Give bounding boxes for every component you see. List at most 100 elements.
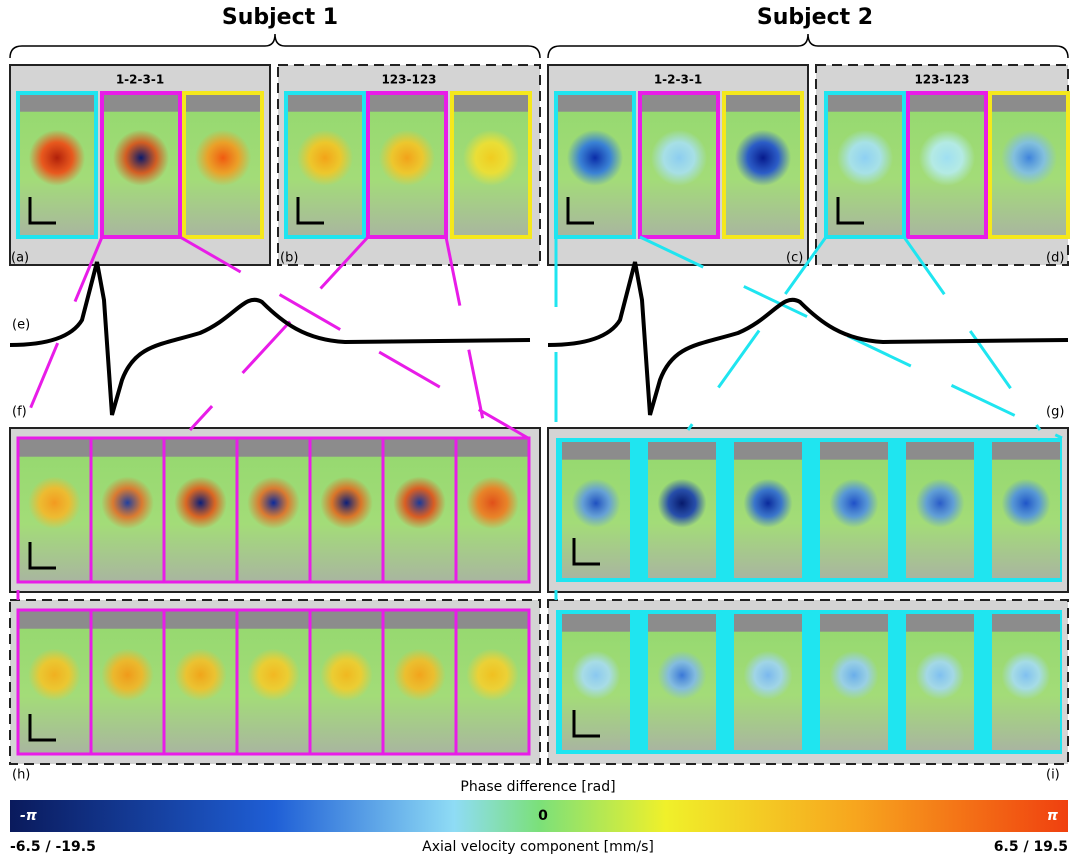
image-blob	[463, 130, 519, 186]
image-band	[648, 614, 716, 632]
ecg-waveform	[548, 262, 1068, 415]
image-blob	[916, 479, 965, 528]
subject-title: Subject 1	[222, 5, 338, 30]
velocity-axis-label: Axial velocity component [mm/s]	[422, 839, 654, 855]
colorbar-mid: 0	[538, 808, 548, 824]
image-band	[906, 614, 974, 632]
panel-label: (i)	[1046, 768, 1060, 783]
velocity-min: -6.5 / -19.5	[10, 839, 96, 855]
image-blob	[393, 649, 446, 702]
image-blob	[466, 649, 519, 702]
image-band	[992, 442, 1060, 460]
bracket	[548, 34, 1068, 58]
image-band	[648, 442, 716, 460]
image-blob	[379, 130, 435, 186]
image-blob	[393, 477, 446, 530]
image-blob	[28, 477, 81, 530]
image-band	[18, 610, 91, 629]
image-blob	[1002, 651, 1051, 700]
image-blob	[195, 130, 251, 186]
image-band	[456, 610, 529, 629]
colorbar-title: Phase difference [rad]	[460, 779, 615, 795]
image-blob	[916, 651, 965, 700]
image-band	[734, 442, 802, 460]
image-band	[91, 610, 164, 629]
panel-title: 123-123	[381, 73, 436, 87]
image-band	[383, 610, 456, 629]
image-band	[383, 438, 456, 457]
image-blob	[29, 130, 85, 186]
image-band	[91, 438, 164, 457]
strip-bg	[556, 438, 1062, 582]
panel-label: (c)	[786, 251, 803, 266]
image-band	[368, 93, 446, 112]
connector	[180, 237, 528, 438]
image-blob	[101, 477, 154, 530]
panel-label: (e)	[12, 318, 30, 333]
image-blob	[466, 477, 519, 530]
image-blob	[744, 651, 793, 700]
image-band	[237, 438, 310, 457]
image-blob	[919, 130, 975, 186]
panel-title: 1-2-3-1	[116, 73, 164, 87]
image-band	[992, 614, 1060, 632]
image-band	[310, 438, 383, 457]
image-blob	[113, 130, 169, 186]
image-band	[734, 614, 802, 632]
image-blob	[1002, 479, 1051, 528]
image-band	[286, 93, 364, 112]
image-band	[456, 438, 529, 457]
image-band	[18, 93, 96, 112]
image-blob	[174, 477, 227, 530]
image-blob	[247, 649, 300, 702]
image-blob	[837, 130, 893, 186]
image-band	[990, 93, 1068, 112]
image-band	[724, 93, 802, 112]
strip-bg	[556, 610, 1062, 754]
panel-title: 1-2-3-1	[654, 73, 702, 87]
image-blob	[830, 479, 879, 528]
image-blob	[651, 130, 707, 186]
image-band	[908, 93, 986, 112]
figure: Subject 1 Subject 2 1-2-3-1 123-123 1-2-…	[0, 0, 1076, 858]
image-band	[452, 93, 530, 112]
bracket	[10, 34, 540, 58]
image-blob	[735, 130, 791, 186]
panel-label: (d)	[1046, 251, 1064, 266]
image-band	[18, 438, 91, 457]
image-band	[184, 93, 262, 112]
image-blob	[572, 479, 621, 528]
image-band	[562, 614, 630, 632]
image-blob	[247, 477, 300, 530]
image-blob	[101, 649, 154, 702]
page: {"header": {"subjects": ["Subject 1", "S…	[0, 0, 1076, 858]
image-blob	[320, 649, 373, 702]
image-band	[102, 93, 180, 112]
image-band	[640, 93, 718, 112]
image-band	[164, 610, 237, 629]
image-band	[562, 442, 630, 460]
image-band	[826, 93, 904, 112]
subject-title: Subject 2	[757, 5, 873, 30]
image-blob	[658, 479, 707, 528]
image-blob	[174, 649, 227, 702]
image-blob	[567, 130, 623, 186]
panel-label: (f)	[12, 405, 27, 420]
panel-label: (b)	[280, 251, 298, 266]
image-band	[820, 442, 888, 460]
image-blob	[744, 479, 793, 528]
image-band	[906, 442, 974, 460]
panel-title: 123-123	[914, 73, 969, 87]
velocity-max: 6.5 / 19.5	[994, 839, 1068, 855]
panel-label: (g)	[1046, 405, 1064, 420]
image-blob	[572, 651, 621, 700]
image-blob	[1001, 130, 1057, 186]
image-blob	[297, 130, 353, 186]
image-blob	[830, 651, 879, 700]
image-band	[237, 610, 310, 629]
image-band	[556, 93, 634, 112]
panel-label: (a)	[11, 251, 29, 266]
image-band	[820, 614, 888, 632]
ecg-waveform	[10, 262, 530, 415]
image-blob	[28, 649, 81, 702]
